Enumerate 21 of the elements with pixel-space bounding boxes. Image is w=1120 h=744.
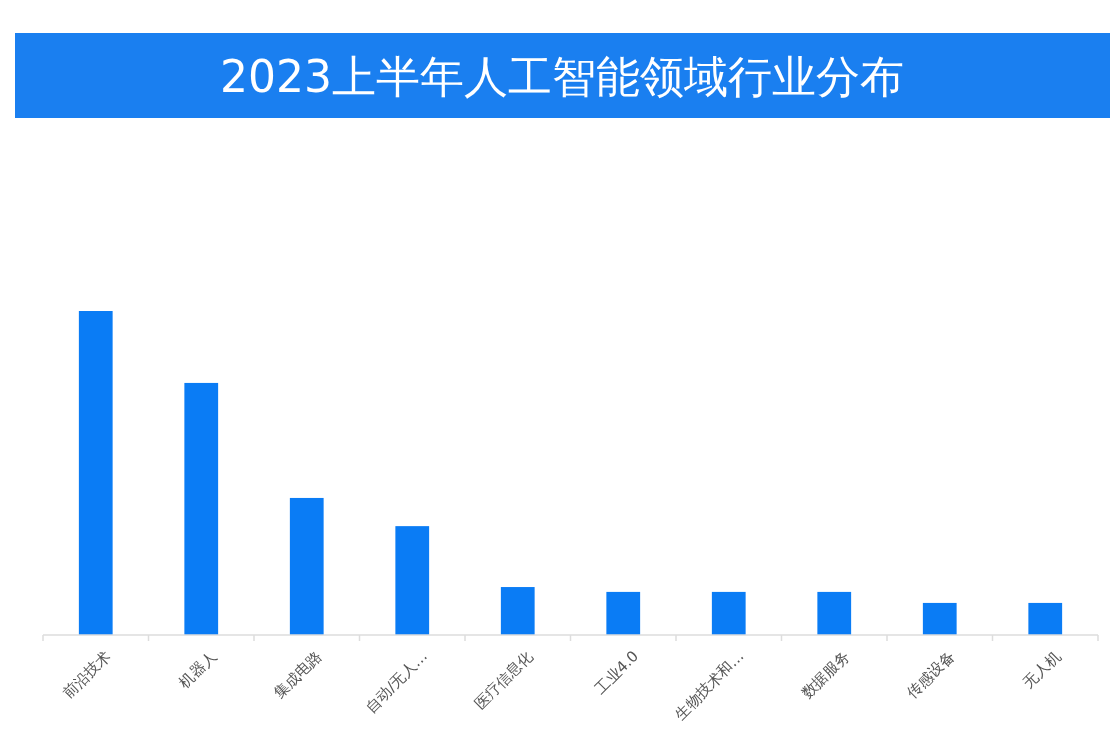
- x-tick-label: 医疗信息化: [470, 647, 537, 713]
- bar: [395, 526, 430, 635]
- bar: [500, 587, 535, 635]
- x-tick-label: 无人机: [1019, 647, 1064, 692]
- chart-title: 2023上半年人工智能领域行业分布: [220, 51, 904, 102]
- bar: [606, 591, 641, 635]
- bar: [922, 602, 957, 635]
- x-tick-label: 数据服务: [797, 647, 853, 703]
- x-tick-label: 自动/无人…: [361, 647, 431, 717]
- x-tick-label: 机器人: [175, 647, 220, 692]
- x-tick-label: 集成电路: [270, 647, 326, 703]
- x-tick-label: 生物技术和…: [671, 647, 748, 724]
- bar: [184, 382, 219, 635]
- x-tick-label: 前沿技术: [59, 647, 115, 703]
- bar: [711, 591, 746, 635]
- bar: [289, 497, 324, 635]
- bar: [78, 311, 113, 635]
- x-tick-label: 工业4.0: [591, 647, 642, 698]
- bar: [817, 591, 852, 635]
- x-tick-label: 传感设备: [903, 647, 959, 703]
- bar: [1028, 602, 1063, 635]
